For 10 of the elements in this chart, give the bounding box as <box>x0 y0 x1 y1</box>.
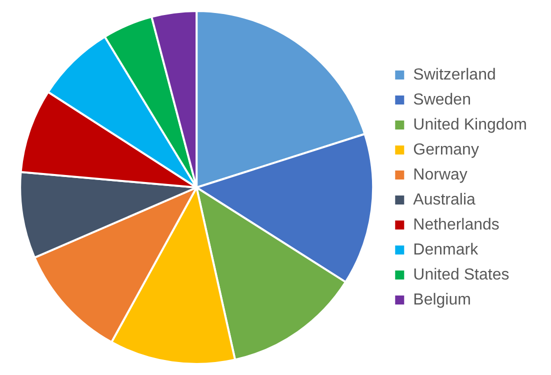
legend-label: Switzerland <box>413 66 496 84</box>
legend-label: Germany <box>413 141 479 158</box>
legend-label: Belgium <box>413 291 471 308</box>
legend-label: United States <box>413 266 510 284</box>
legend-label: Australia <box>413 191 476 208</box>
legend-label: United Kingdom <box>413 116 527 134</box>
legend-label: Netherlands <box>413 216 500 234</box>
legend-label: Denmark <box>413 241 480 258</box>
legend-label: Sweden <box>413 91 471 108</box>
legend-label: Norway <box>413 166 468 184</box>
